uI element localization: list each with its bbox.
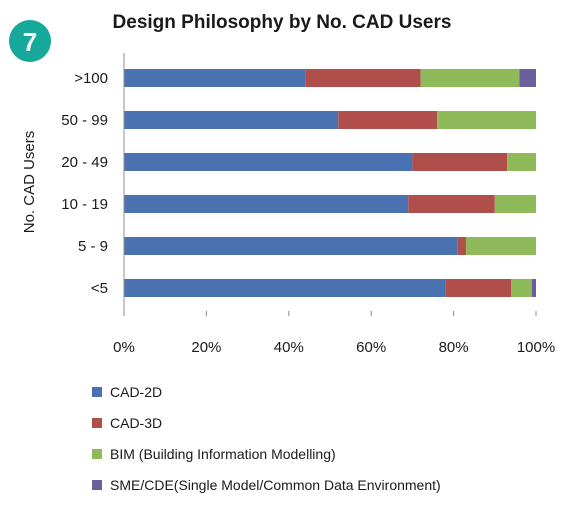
x-tick-label: 40% bbox=[274, 339, 304, 356]
category-labels: >100 50 - 99 20 - 49 10 - 19 5 - 9 <5 bbox=[61, 70, 108, 297]
category-label: 10 - 19 bbox=[61, 196, 108, 213]
bar-segment bbox=[124, 153, 413, 171]
x-axis: 0% 20% 40% 60% 80% 100% bbox=[113, 53, 555, 356]
legend-label: CAD-2D bbox=[110, 384, 162, 400]
bar-segment bbox=[437, 111, 536, 129]
bar-segment bbox=[507, 153, 536, 171]
category-label: >100 bbox=[74, 70, 108, 87]
bar-segment bbox=[445, 279, 512, 297]
badge-number: 7 bbox=[23, 27, 37, 57]
bar-segment bbox=[531, 279, 536, 297]
bar-segment bbox=[465, 237, 536, 255]
x-tick-label: 80% bbox=[439, 339, 469, 356]
bar-segment bbox=[511, 279, 532, 297]
category-label: <5 bbox=[91, 280, 108, 297]
legend-swatch bbox=[92, 449, 102, 459]
legend-label: CAD-3D bbox=[110, 415, 162, 431]
legend-label: SME/CDE(Single Model/Common Data Environ… bbox=[110, 477, 441, 493]
category-label: 5 - 9 bbox=[78, 238, 108, 255]
y-axis-label: No. CAD Users bbox=[21, 131, 38, 234]
bar-segment bbox=[420, 69, 520, 87]
bar-segment bbox=[124, 195, 409, 213]
legend-swatch bbox=[92, 480, 102, 490]
chart-title: Design Philosophy by No. CAD Users bbox=[113, 12, 452, 33]
bar-segment bbox=[124, 279, 446, 297]
legend: CAD-2D CAD-3D BIM (Building Information Mo… bbox=[92, 384, 441, 493]
legend-label: BIM (Building Information Modelling) bbox=[110, 446, 336, 462]
category-label: 20 - 49 bbox=[61, 154, 108, 171]
legend-swatch bbox=[92, 418, 102, 428]
bar-segment bbox=[494, 195, 536, 213]
figure-badge: 7 bbox=[9, 20, 51, 62]
x-tick-label: 100% bbox=[517, 339, 555, 356]
bar-segment bbox=[457, 237, 466, 255]
bar-segment bbox=[124, 69, 306, 87]
bar-segment bbox=[412, 153, 508, 171]
badge-circle bbox=[9, 20, 51, 62]
bar-segment bbox=[124, 111, 339, 129]
bars-group bbox=[124, 69, 536, 297]
bar-segment bbox=[408, 195, 495, 213]
x-tick-label: 0% bbox=[113, 339, 135, 356]
category-label: 50 - 99 bbox=[61, 112, 108, 129]
bar-segment bbox=[124, 237, 458, 255]
x-tick-label: 60% bbox=[356, 339, 386, 356]
bar-segment bbox=[305, 69, 421, 87]
x-tick-label: 20% bbox=[191, 339, 221, 356]
legend-swatch bbox=[92, 387, 102, 397]
bar-segment bbox=[338, 111, 438, 129]
bar-segment bbox=[519, 69, 536, 87]
